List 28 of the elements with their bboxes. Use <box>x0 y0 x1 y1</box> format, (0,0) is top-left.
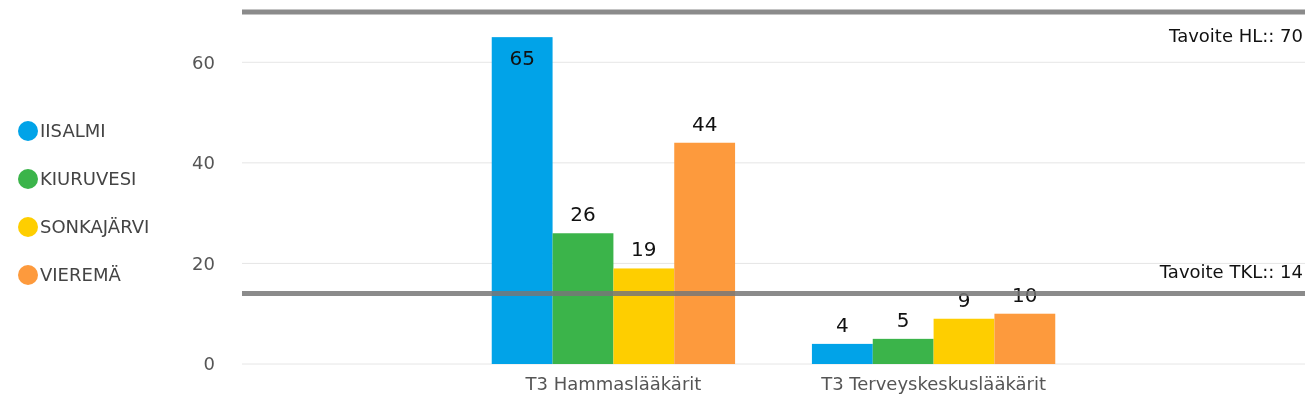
bar <box>491 37 553 364</box>
bar <box>933 318 995 364</box>
y-tick-label: 60 <box>192 51 215 73</box>
x-tick-label: T3 Terveyskeskuslääkärit <box>820 373 1047 394</box>
bar <box>872 338 934 364</box>
legend-label: VIEREMÄ <box>40 264 122 286</box>
data-label: 26 <box>570 202 596 227</box>
ref-line-label: Tavoite TKL:: 14 <box>1158 260 1303 282</box>
data-label: 19 <box>631 237 657 262</box>
bar <box>811 343 873 364</box>
y-tick-label: 40 <box>192 152 215 174</box>
data-label: 44 <box>691 111 718 136</box>
bar <box>994 313 1056 364</box>
y-tick-label: 20 <box>192 252 215 274</box>
data-label: 5 <box>896 307 910 332</box>
bar <box>552 233 614 364</box>
data-label: 65 <box>509 46 535 71</box>
x-tick-label: T3 Hammaslääkärit <box>524 373 702 394</box>
y-tick-label: 0 <box>203 353 215 375</box>
legend-label: KIURUVESI <box>40 168 137 190</box>
data-label: 9 <box>957 287 971 312</box>
bar <box>674 142 736 364</box>
data-label: 4 <box>835 312 849 337</box>
data-label: 10 <box>1012 282 1038 307</box>
legend-label: SONKAJÄRVI <box>40 216 150 238</box>
bar <box>613 268 675 364</box>
legend-label: IISALMI <box>40 120 106 142</box>
ref-line-label: Tavoite HL:: 70 <box>1168 25 1303 46</box>
